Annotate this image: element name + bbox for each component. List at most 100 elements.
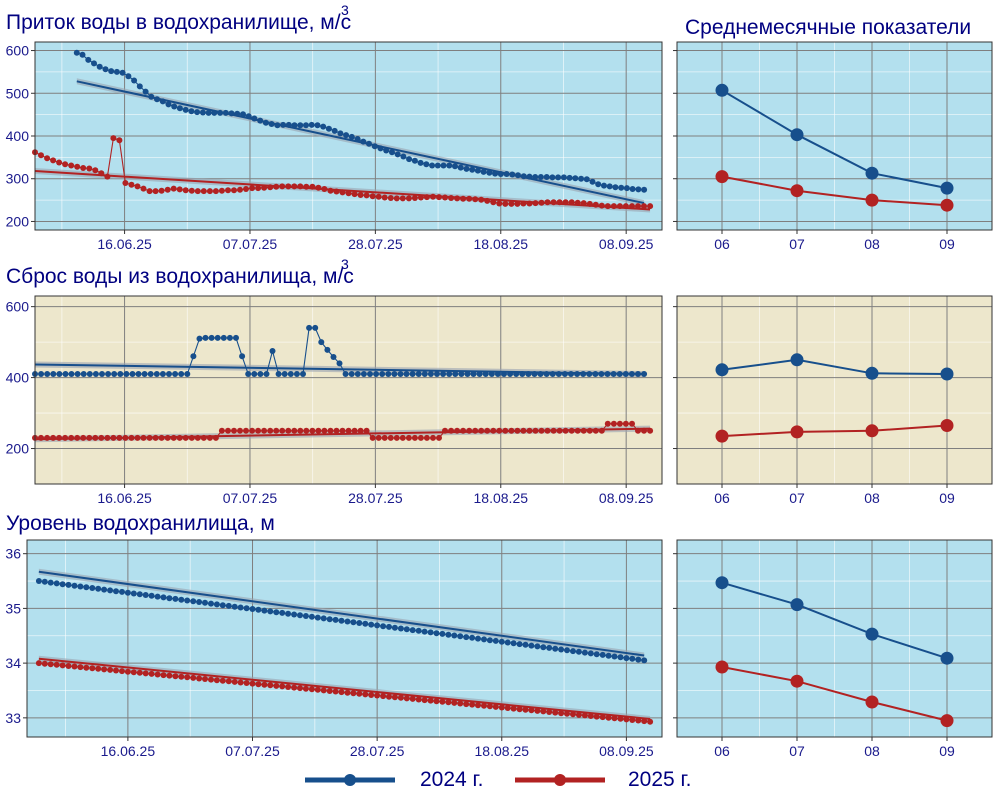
release-point-2025 [393,434,400,441]
release-point-2025 [532,427,539,434]
inflow-point-2025 [231,187,237,194]
release-point-2024 [184,371,191,377]
level-point-2025 [107,666,114,673]
level-point-2024 [350,619,357,626]
monthly_level-point-2024 [790,598,804,612]
inflow-point-2025 [249,185,256,192]
release-point-2024 [434,371,440,377]
inflow-point-2025 [629,203,635,210]
inflow-point-2025 [273,183,280,190]
inflow-point-2024 [566,174,573,181]
legend-line-icon-2025 [515,774,605,786]
level-point-2025 [641,718,648,725]
inflow-point-2024 [578,175,585,182]
inflow-point-2024 [492,170,499,177]
inflow-point-2025 [592,201,599,208]
release-point-2025 [345,427,352,434]
release-point-2025 [460,427,467,434]
level-point-2024 [231,603,238,610]
release-point-2024 [44,371,51,377]
release-point-2025 [544,427,551,434]
level-point-2024 [570,648,576,655]
monthly_inflow-point-2025 [865,193,879,207]
monthly_inflow-x-tick-label: 08 [864,236,880,252]
inflow-point-2025 [399,195,406,202]
level-point-2025 [297,685,303,692]
level-point-2025 [314,686,321,693]
release-point-2025 [641,427,647,434]
level-point-2025 [41,660,48,667]
inflow-y-tick-label: 600 [6,43,30,59]
inflow-point-2025 [122,180,129,186]
level-point-2024 [641,657,648,664]
level-point-2024 [635,656,642,663]
release-point-2025 [285,427,292,434]
level-point-2025 [403,695,410,702]
inflow-point-2024 [262,119,269,126]
release-point-2025 [375,434,382,441]
inflow-point-2024 [463,165,470,172]
inflow-point-2025 [556,199,563,206]
inflow-point-2024 [142,88,149,95]
inflow-point-2025 [104,173,111,180]
level-point-2024 [154,593,161,600]
release-point-2024 [263,371,270,377]
release-point-2024 [287,371,294,377]
release-point-2025 [140,434,147,441]
release-point-2024 [312,324,319,331]
level-point-2024 [267,608,274,615]
monthly_release-point-2024 [790,353,804,367]
level-point-2024 [587,650,594,657]
inflow-point-2024 [171,103,178,110]
monthly_release-x-tick-label: 07 [789,490,805,506]
level-point-2024 [492,637,499,644]
monthly_release-point-2025 [790,425,804,439]
inflow-point-2025 [200,188,207,195]
inflow-point-2025 [309,183,316,190]
level-point-2024 [208,600,214,607]
release-point-2024 [397,371,404,377]
release-point-2025 [212,434,219,441]
release-point-2025 [526,427,533,434]
level-point-2024 [599,651,606,658]
level-point-2024 [374,622,381,629]
level-point-2024 [184,597,191,604]
inflow-point-2024 [589,178,596,185]
level-point-2025 [498,704,505,711]
inflow-point-2024 [308,121,315,128]
inflow-point-2025 [188,187,195,194]
level-point-2025 [166,672,173,679]
release-point-2025 [478,427,485,434]
inflow-y-tick-label: 400 [6,128,30,144]
release-point-2025 [146,434,153,441]
level-point-2025 [255,681,262,688]
level-point-2024 [136,591,143,598]
level-point-2024 [59,581,66,588]
release-point-2024 [269,348,276,354]
level-point-2025 [575,711,582,718]
release-point-2024 [586,371,593,377]
inflow-point-2024 [520,173,527,180]
monthly_inflow-point-2025 [790,184,804,198]
monthly_level-x-tick-label: 08 [864,743,880,759]
inflow-point-2025 [423,194,430,201]
release-point-2025 [417,434,424,441]
release-point-2025 [508,427,515,434]
level-point-2025 [148,670,155,677]
release-point-2025 [200,434,207,441]
release-point-2024 [476,371,483,377]
level-point-2024 [575,648,582,655]
inflow-point-2025 [327,187,334,194]
inflow-point-2025 [604,203,611,210]
inflow-point-2024 [635,186,642,193]
monthly_level-point-2024 [715,576,729,590]
inflow-point-2025 [182,187,189,194]
release-x-tick-label: 18.08.25 [474,490,529,506]
inflow-point-2024 [429,162,436,169]
inflow-point-2025 [321,186,328,192]
level-point-2024 [237,604,244,611]
level-point-2024 [89,585,96,591]
inflow-point-2024 [417,159,424,166]
release-plot-area [35,296,662,484]
release-point-2025 [152,434,159,441]
